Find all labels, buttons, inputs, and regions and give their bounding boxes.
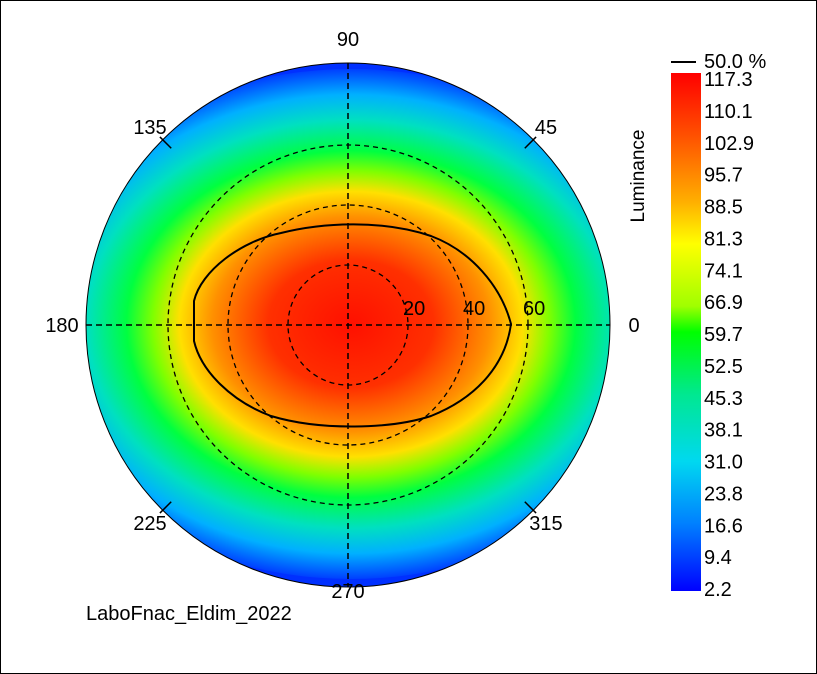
colorbar-tick-label: 52.5: [704, 356, 743, 378]
colorbar-tick-label: 23.8: [704, 483, 743, 505]
azimuth-label-180: 180: [45, 315, 78, 337]
colorbar-tick-label: 9.4: [704, 547, 732, 569]
colorbar-tick-label: 88.5: [704, 197, 743, 219]
contour-50-percent: [193, 223, 513, 428]
colorbar-tick-label: 38.1: [704, 420, 743, 442]
tick-225: [159, 501, 172, 514]
azimuth-label-45: 45: [535, 117, 557, 139]
colorbar-tick-label: 81.3: [704, 228, 743, 250]
azimuth-label-135: 135: [133, 117, 166, 139]
azimuth-label-0: 0: [628, 315, 639, 337]
colorbar-tick-label: 102.9: [704, 133, 754, 155]
azimuth-label-270: 270: [331, 581, 364, 603]
colorbar-tick-label: 66.9: [704, 292, 743, 314]
azimuth-label-90: 90: [337, 29, 359, 51]
ring-label-40: 40: [463, 298, 485, 320]
ring-label-20: 20: [403, 298, 425, 320]
azimuth-label-225: 225: [133, 513, 166, 535]
tick-315: [524, 501, 537, 514]
colorbar-tick-label: 16.6: [704, 515, 743, 537]
colorbar-tick-label: 2.2: [704, 579, 732, 601]
colorbar-tick-label: 110.1: [704, 101, 753, 123]
azimuth-label-315: 315: [529, 513, 562, 535]
tick-45: [524, 136, 537, 149]
colorbar-tick-label: 45.3: [704, 388, 743, 410]
colorbar-tick-label: 31.0: [704, 452, 743, 474]
ring-label-60: 60: [523, 298, 545, 320]
colorbar-tick-label: 74.1: [704, 260, 743, 282]
colorbar-tick-label: 95.7: [704, 165, 743, 187]
contour-legend-label: 50.0 %: [704, 51, 766, 73]
footer-label: LaboFnac_Eldim_2022: [86, 603, 292, 625]
colorbar-tick-label: 117.3: [704, 69, 753, 91]
colorbar-tick-label: 59.7: [704, 324, 743, 346]
colorbar-title: Luminance: [628, 130, 649, 223]
tick-135: [159, 136, 172, 149]
colorbar: [671, 73, 701, 591]
